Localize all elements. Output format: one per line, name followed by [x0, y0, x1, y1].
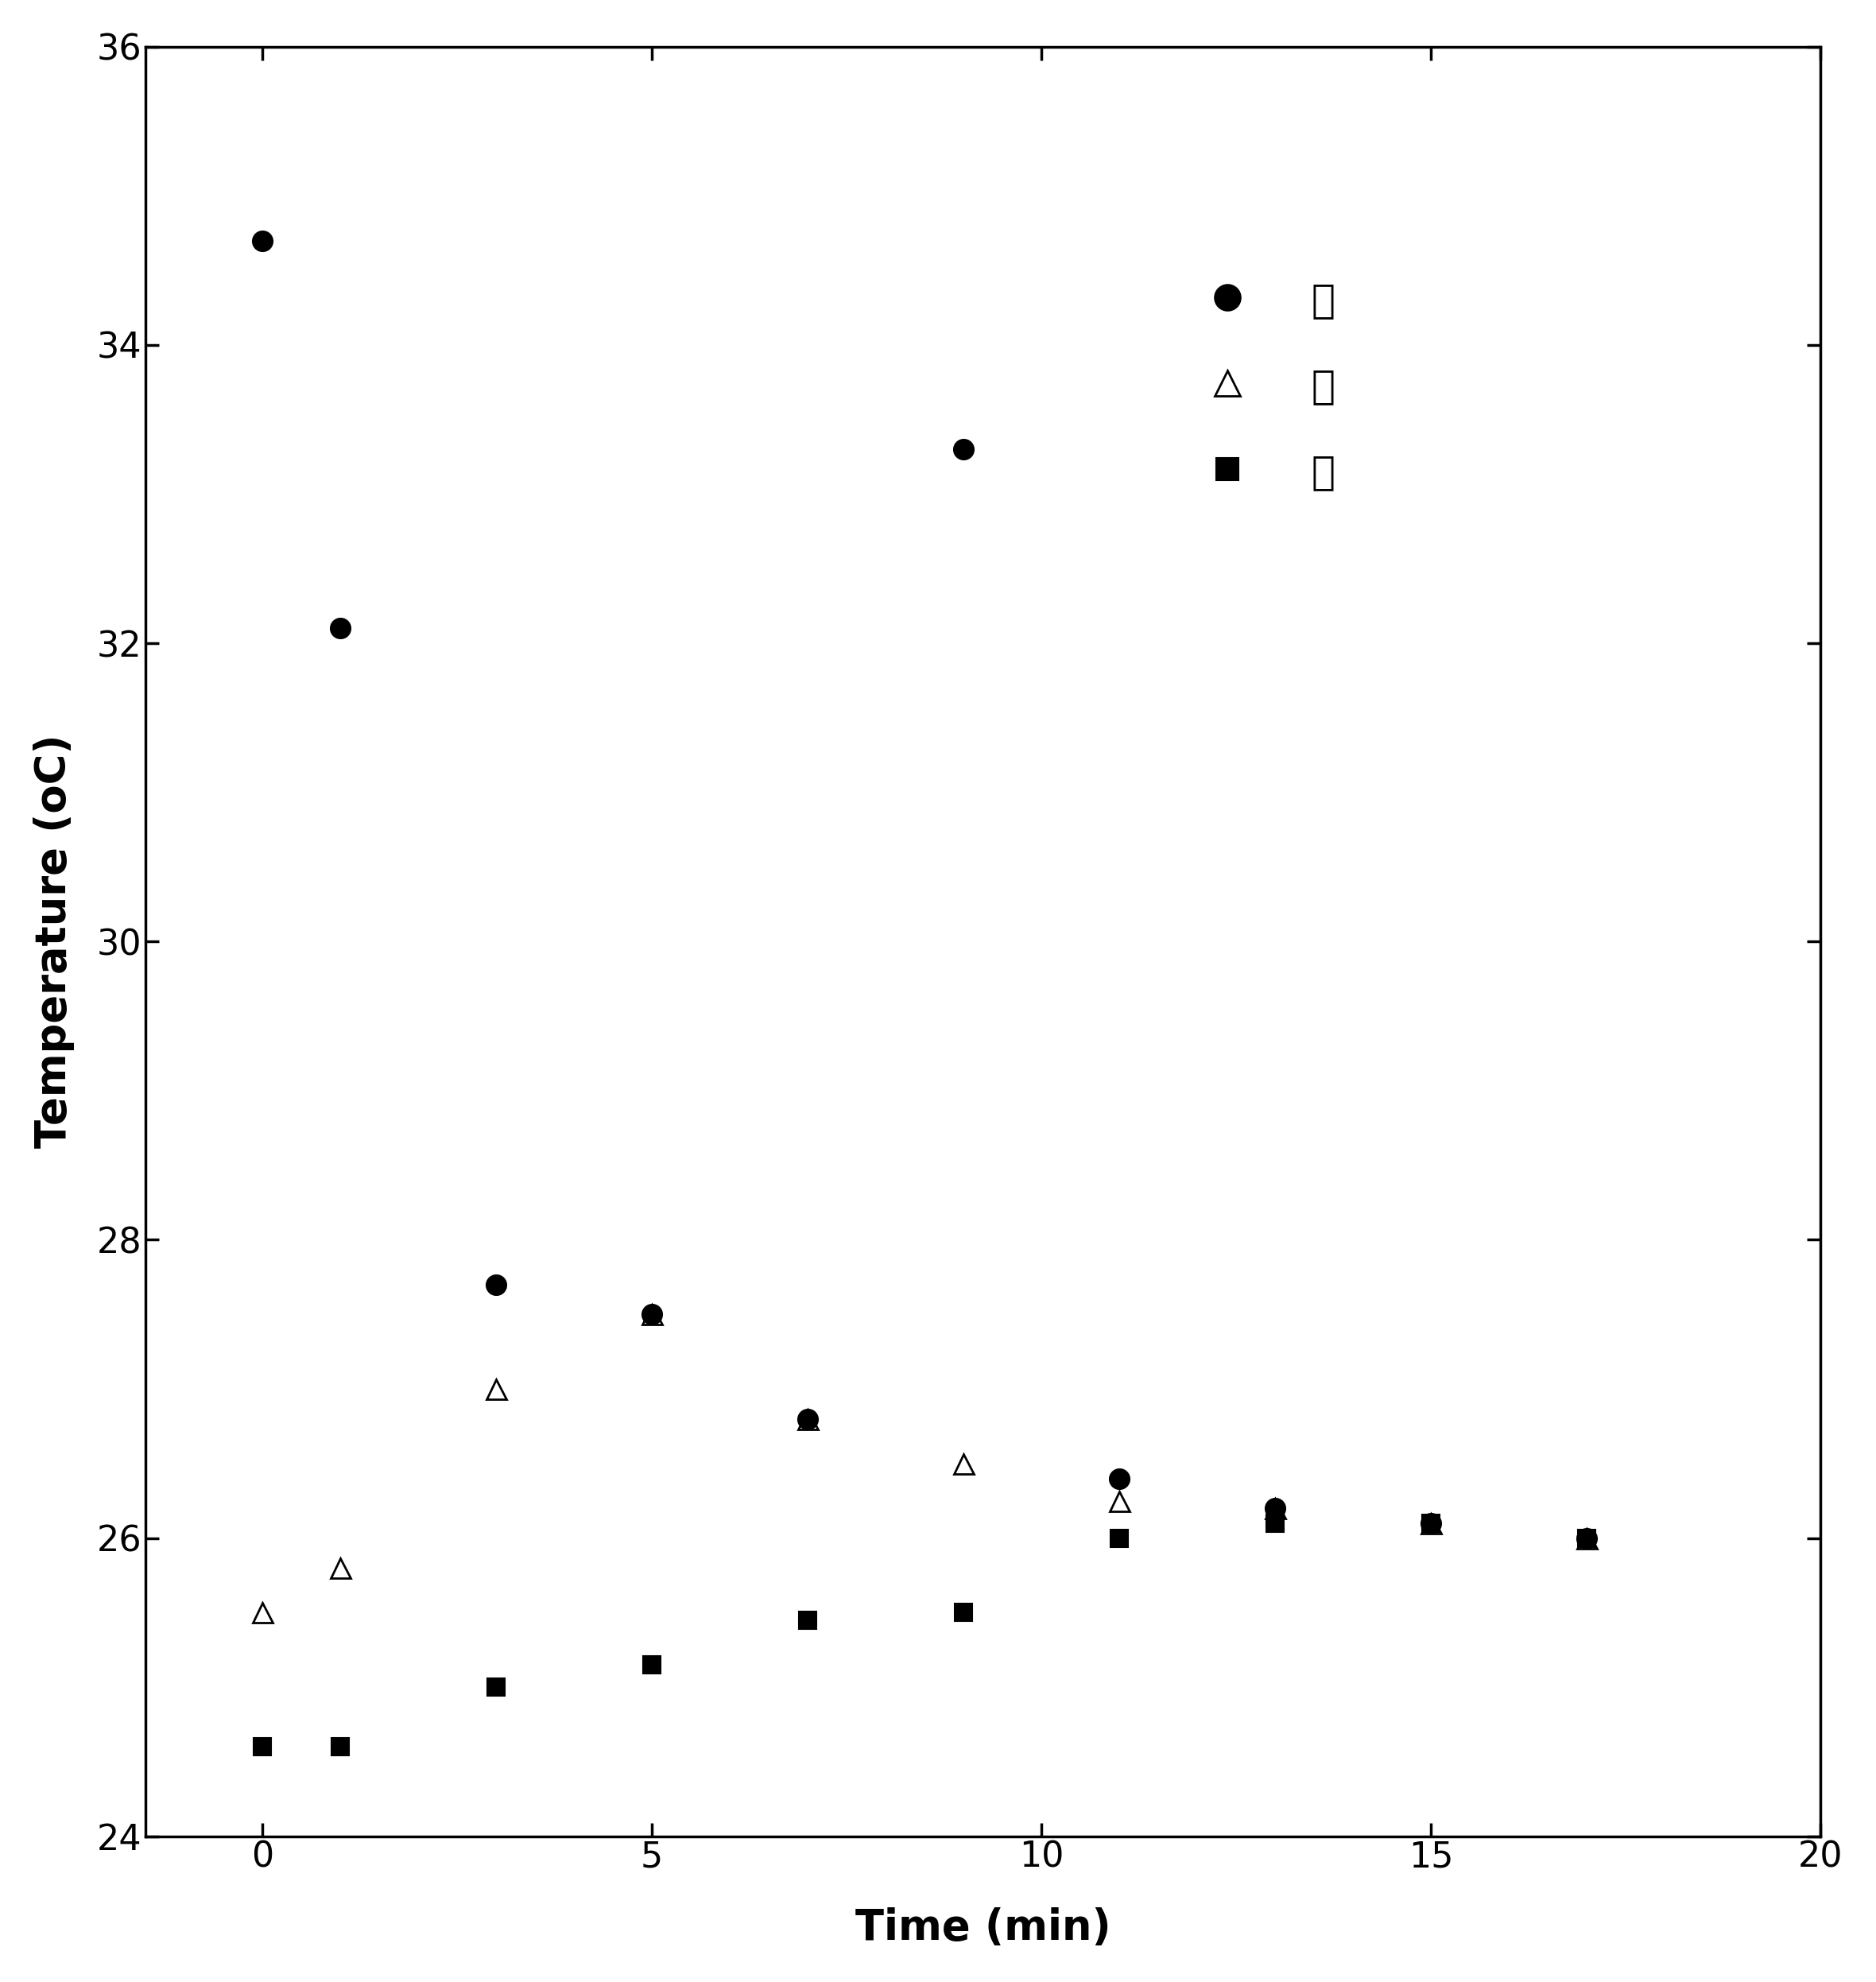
Legend: 상, 중, 하: 상, 중, 하: [1204, 281, 1336, 492]
Y-axis label: Temperature (oC): Temperature (oC): [34, 735, 75, 1148]
X-axis label: Time (min): Time (min): [855, 1907, 1111, 1948]
